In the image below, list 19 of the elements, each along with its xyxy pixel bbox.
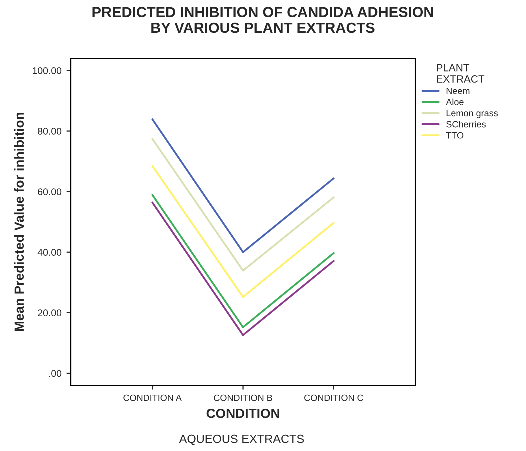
chart-title: PREDICTED INHIBITION OF CANDIDA ADHESION BY VARIOUS PLANT EXTRACTS [92, 7, 434, 34]
legend-label: TTO [446, 132, 464, 139]
text: AQUEOUS EXTRACTS [179, 434, 304, 446]
legend-label: Neem [446, 88, 470, 94]
x-tick-label: CONDITION A [124, 394, 182, 402]
y-tick-label: .00 [49, 370, 62, 378]
y-tick-label: 40.00 [38, 249, 62, 256]
legend-label: SCherries [446, 121, 486, 128]
y-tick-label: 80.00 [38, 128, 62, 135]
y-axis-title: Mean Predicted Value for inhibition [14, 112, 24, 332]
y-tick-label: 100.00 [32, 67, 62, 74]
x-tick-label: CONDITION C [304, 394, 364, 402]
x-tick-label: CONDITION B [214, 394, 272, 402]
legend-label: Aloe [446, 98, 464, 106]
x-axis-title: CONDITION [206, 408, 280, 418]
y-tick-label: 20.00 [38, 310, 62, 317]
legend-label: Lemon grass [446, 110, 498, 118]
y-tick-label: 60.00 [38, 188, 62, 196]
legend-title: PLANT EXTRACT [437, 64, 485, 83]
